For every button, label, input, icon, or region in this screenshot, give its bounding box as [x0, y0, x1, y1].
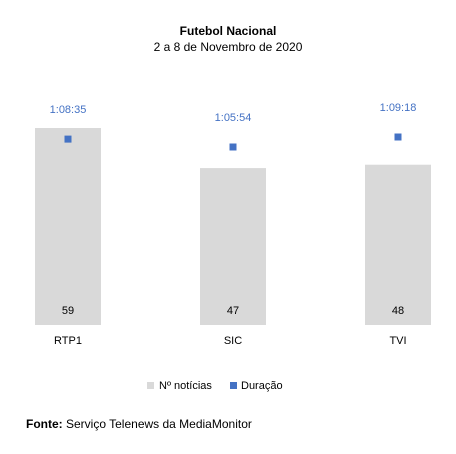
legend-swatch-duration — [230, 382, 237, 389]
duration-point — [64, 135, 72, 143]
source-note: Fonte: Serviço Telenews da MediaMonitor — [26, 417, 252, 431]
legend: Nº notícias Duração — [147, 380, 283, 392]
legend-label-duration: Duração — [241, 380, 283, 392]
source-label: Fonte: — [26, 417, 63, 431]
bar-sic — [200, 168, 266, 325]
legend-label-bars: Nº notícias — [159, 380, 212, 392]
duration-point — [394, 133, 402, 141]
bar-value-label: 59 — [62, 305, 74, 317]
bar-tvi — [365, 164, 431, 325]
plot-area: 59 RTP1 1:08:35 47 SIC 1:05:54 48 TVI 1:09:18 — [35, 102, 431, 347]
category-label: TVI — [389, 335, 406, 347]
bar-value-label: 47 — [227, 305, 239, 317]
source-text: Serviço Telenews da MediaMonitor — [66, 417, 252, 431]
chart-subtitle: 2 a 8 de Novembro de 2020 — [154, 40, 303, 54]
bar-rtp1 — [35, 128, 101, 325]
duration-point — [229, 143, 237, 151]
bar-value-label: 48 — [392, 305, 404, 317]
category-label: RTP1 — [54, 335, 82, 347]
chart-title: Futebol Nacional — [180, 24, 277, 38]
category-label: SIC — [224, 335, 242, 347]
duration-label: 1:05:54 — [215, 112, 252, 124]
duration-label: 1:09:18 — [380, 102, 417, 114]
legend-swatch-bars — [147, 382, 154, 389]
duration-label: 1:08:35 — [50, 104, 87, 116]
